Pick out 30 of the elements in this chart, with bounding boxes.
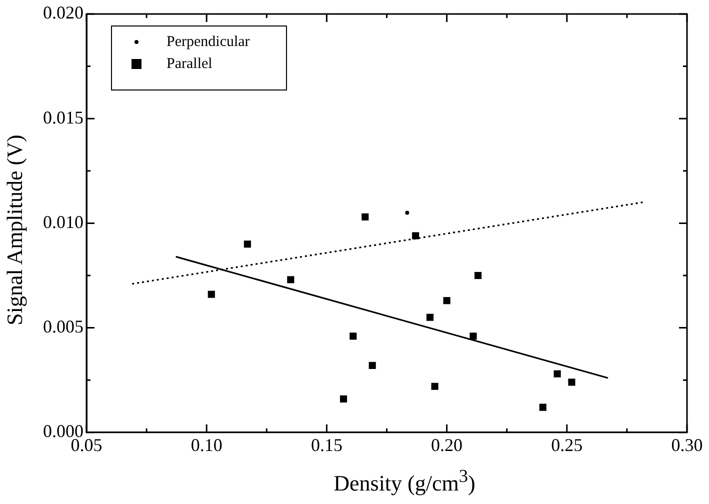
point	[287, 276, 294, 284]
point	[208, 290, 215, 298]
point	[244, 240, 251, 248]
point	[412, 232, 420, 240]
point	[470, 332, 477, 340]
y-tick-label: 0.020	[43, 2, 84, 23]
point	[554, 370, 561, 378]
point	[350, 332, 357, 340]
legend-label: Parallel	[166, 56, 212, 72]
x-tick-label: 0.25	[551, 434, 583, 455]
point	[340, 395, 348, 402]
point	[405, 210, 410, 215]
x-tick-label: 0.10	[190, 434, 222, 455]
x-tick-label: 0.30	[671, 434, 703, 455]
legend-label: Perpendicular	[166, 34, 250, 50]
y-axis-title: Signal Amplitude (V)	[2, 134, 28, 326]
y-tick-label: 0.005	[43, 316, 84, 337]
y-tick-label: 0.015	[43, 107, 84, 128]
x-tick-label: 0.15	[310, 434, 342, 455]
x-axis-title: Density (g/cm$^{3}$)	[332, 466, 476, 496]
point	[539, 404, 546, 411]
point	[443, 297, 450, 304]
point	[431, 382, 438, 390]
point	[368, 362, 376, 369]
x-tick-label: 0.20	[431, 434, 463, 455]
y-tick-label: 0.010	[43, 212, 84, 232]
point	[474, 272, 482, 280]
point	[426, 314, 434, 321]
point	[568, 378, 576, 386]
point	[362, 213, 369, 220]
